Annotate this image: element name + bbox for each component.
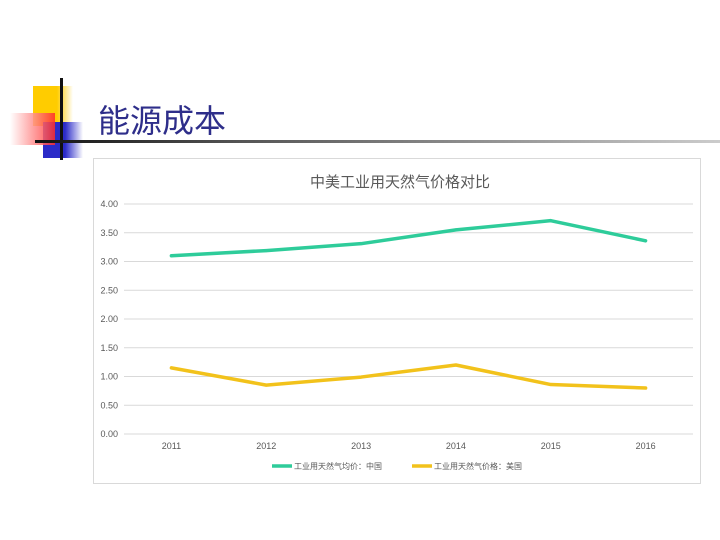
decor-vertical-line [60, 78, 63, 160]
data-point [549, 383, 553, 387]
x-tick-label: 2016 [636, 441, 656, 451]
series-line-2 [169, 363, 648, 390]
x-tick-label: 2015 [541, 441, 561, 451]
y-tick-label: 1.00 [100, 372, 118, 382]
legend-label: 工业用天然气价格：美国 [434, 461, 522, 471]
data-point [359, 242, 363, 246]
data-point [359, 375, 363, 379]
data-point [454, 228, 458, 232]
data-point [264, 249, 268, 253]
y-tick-label: 4.00 [100, 199, 118, 209]
x-tick-label: 2014 [446, 441, 466, 451]
x-tick-label: 2013 [351, 441, 371, 451]
chart-container: 中美工业用天然气价格对比 0.00 0.50 1.00 1.50 2.00 2.50 3.0… [93, 158, 701, 484]
chart-title: 中美工业用天然气价格对比 [310, 174, 490, 191]
decor-red-square [10, 113, 55, 145]
y-tick-label: 3.00 [100, 257, 118, 267]
y-tick-label: 0.00 [100, 429, 118, 439]
data-point [644, 239, 648, 243]
series-line-1 [169, 218, 648, 258]
data-point [549, 219, 553, 223]
data-point [264, 383, 268, 387]
x-tick-label: 2012 [256, 441, 276, 451]
line-chart: 中美工业用天然气价格对比 0.00 0.50 1.00 1.50 2.00 2.50 3.0… [100, 174, 693, 471]
y-tick-label: 2.50 [100, 285, 118, 295]
title-underline [35, 140, 720, 143]
y-tick-label: 2.00 [100, 314, 118, 324]
y-tick-label: 1.50 [100, 343, 118, 353]
x-tick-label: 2011 [162, 441, 181, 451]
y-tick-label: 3.50 [100, 228, 118, 238]
data-point [644, 386, 648, 390]
legend-label: 工业用天然气均价：中国 [294, 461, 382, 471]
slide-title: 能源成本 [98, 102, 227, 140]
data-point [454, 363, 458, 367]
data-point [169, 366, 173, 370]
data-point [169, 254, 173, 258]
y-tick-label: 0.50 [100, 400, 118, 410]
